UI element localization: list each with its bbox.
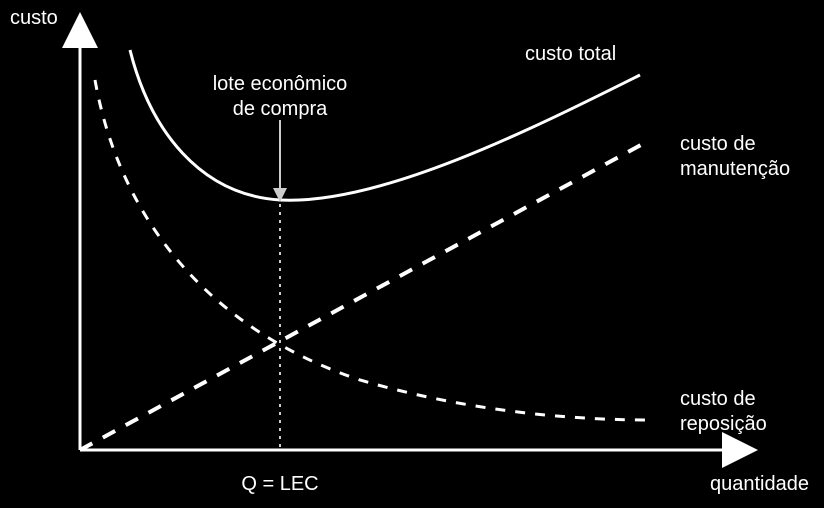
holding-cost-label-1: custo de xyxy=(680,133,756,155)
total-cost-label: custo total xyxy=(525,43,616,65)
order-cost-label-1: custo de xyxy=(680,388,756,410)
order-cost-label-2: reposição xyxy=(680,413,767,435)
y-axis-label: custo xyxy=(10,7,58,29)
lec-marker-label: Q = LEC xyxy=(241,473,318,495)
holding-cost-label-2: manutenção xyxy=(680,158,790,180)
eoq-chart: custo quantidade Q = LEC custo total custo d… xyxy=(0,0,824,508)
eoq-label-1: lote econômico xyxy=(213,73,348,95)
x-axis-label: quantidade xyxy=(710,473,809,495)
eoq-label-2: de compra xyxy=(233,98,328,120)
